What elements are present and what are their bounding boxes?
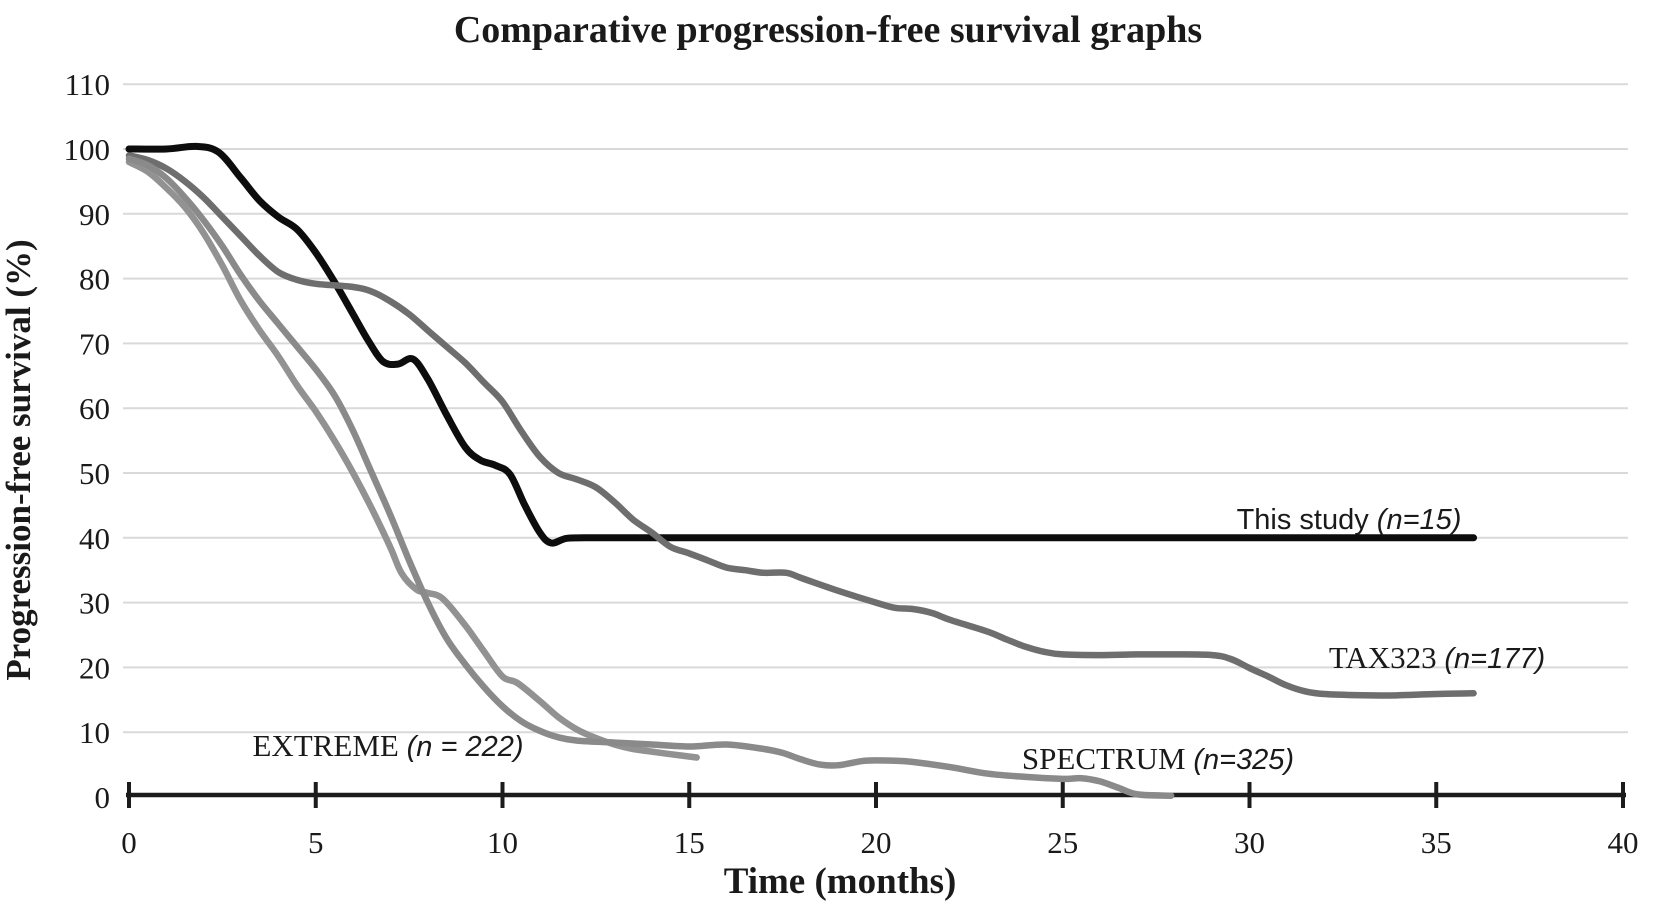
y-tick-label-10: 10 [79,715,110,750]
label-tax323-n: (n=177) [1444,643,1545,675]
y-axis-tick-labels: 0 10 20 30 40 50 60 70 80 90 100 110 [64,67,111,815]
y-tick-label-60: 60 [79,391,110,426]
y-tick-label-50: 50 [79,456,110,491]
x-tick-label-40: 40 [1608,825,1639,860]
x-tick-label-5: 5 [308,825,324,860]
curve-spectrum [125,155,1175,799]
curve-extreme [125,158,700,761]
y-tick-label-100: 100 [64,132,111,167]
x-tick-label-20: 20 [861,825,892,860]
y-tick-label-40: 40 [79,521,110,556]
survival-curves [125,142,1478,799]
label-spectrum: SPECTRUM (n=325) [1022,741,1294,776]
label-this-study-name: This study [1237,504,1377,536]
x-tick-label-10: 10 [487,825,518,860]
label-extreme-name: EXTREME [252,728,406,763]
x-tick-label-15: 15 [674,825,705,860]
x-axis-tick-labels: 0 5 10 15 20 25 30 35 40 [121,825,1638,860]
label-extreme: EXTREME (n = 222) [252,728,523,763]
x-tick-label-30: 30 [1234,825,1265,860]
label-tax323-name: TAX323 [1329,640,1444,675]
chart-title: Comparative progression-free survival gr… [454,9,1202,51]
y-axis-title: Progression-free survival (%) [0,239,38,680]
y-tick-label-90: 90 [79,197,110,232]
label-this-study-n: (n=15) [1377,504,1462,536]
label-this-study: This study (n=15) [1237,504,1462,536]
x-tick-label-25: 25 [1047,825,1078,860]
series-labels: This study (n=15) TAX323 (n=177) EXTREME… [252,504,1545,776]
y-tick-label-70: 70 [79,326,110,361]
curve-this-study [125,142,1478,547]
curve-tax323 [125,152,1477,699]
x-axis-title: Time (months) [724,861,957,902]
y-tick-label-110: 110 [65,67,110,102]
label-spectrum-name: SPECTRUM [1022,741,1193,776]
y-tick-label-30: 30 [79,586,110,621]
x-axis [126,782,1626,808]
gridlines [123,83,1628,734]
y-tick-label-80: 80 [79,262,110,297]
x-tick-label-35: 35 [1421,825,1452,860]
label-extreme-n: (n = 222) [407,731,524,763]
label-tax323: TAX323 (n=177) [1329,640,1545,675]
y-tick-label-0: 0 [95,780,111,815]
y-tick-label-20: 20 [79,650,110,685]
label-spectrum-n: (n=325) [1193,744,1294,776]
x-tick-label-0: 0 [121,825,137,860]
